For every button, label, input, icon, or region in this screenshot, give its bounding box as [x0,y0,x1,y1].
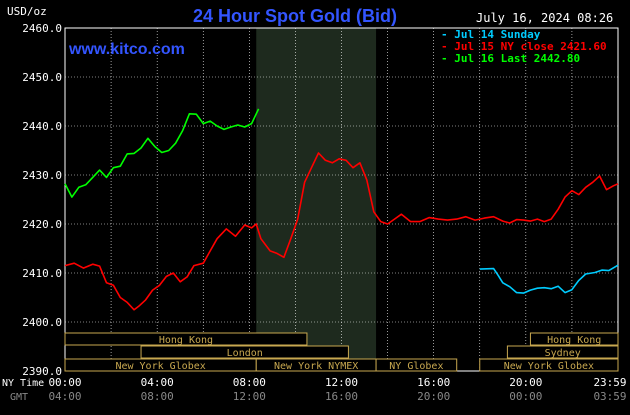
session-label: London [227,348,263,359]
session-label: Hong Kong [159,335,213,346]
y-tick-label: 2400.0 [22,316,62,329]
x-tick-label-gmt: 03:59 [593,390,626,403]
legend-jul16: - Jul 16 Last 2442.80 [441,52,580,65]
price-series [64,108,619,311]
series-line-1 [64,152,619,311]
y-tick-label: 2430.0 [22,169,62,182]
market-sessions: Hong Kong London New York Globex New York N… [64,332,619,372]
x-tick-label-gmt: 08:00 [141,390,174,403]
session-box [140,345,349,359]
session-label: NY Globex [389,361,443,372]
session-label: New York Globex [504,361,594,372]
y-tick-label: 2390.0 [22,365,62,378]
x-tick-label-gmt: 16:00 [325,390,358,403]
x-tick-label-ny: 20:00 [509,376,542,389]
x-tick-label-ny: 16:00 [417,376,450,389]
session-label: New York Globex [115,361,205,372]
y-tick-label: 2460.0 [22,22,62,35]
y-tick-label: 2410.0 [22,267,62,280]
timestamp: July 16, 2024 08:26 [476,11,613,25]
kitco-watermark: www.kitco.com [68,41,185,58]
x-tick-label-ny: 08:00 [233,376,266,389]
legend-jul14: - Jul 14 Sunday [441,28,541,41]
session-box [529,332,619,346]
series-line-2 [64,108,260,198]
legend-jul15: - Jul 15 NY close 2421.60 [441,40,607,53]
x-tick-labels: 00:0004:0004:0008:0008:0012:0012:0016:00… [48,376,626,403]
gmt-row-label: GMT [10,392,28,403]
legend: - Jul 14 Sunday - Jul 15 NY close 2421.6… [441,28,607,65]
y-tick-label: 2420.0 [22,218,62,231]
grid-lines [64,27,619,372]
session-box [479,358,619,372]
session-label: New York NYMEX [274,361,358,372]
x-tick-label-gmt: 12:00 [233,390,266,403]
x-tick-label-gmt: 20:00 [417,390,450,403]
y-tick-label: 2450.0 [22,71,62,84]
series-line-0 [479,264,619,294]
session-box [64,332,308,346]
x-tick-label-gmt: 04:00 [48,390,81,403]
y-axis-unit: USD/oz [7,5,47,18]
x-tick-label-ny: 00:00 [48,376,81,389]
session-label: Sydney [545,348,581,359]
chart-title: 24 Hour Spot Gold (Bid) [193,6,397,26]
x-tick-label-ny: 12:00 [325,376,358,389]
y-tick-label: 2440.0 [22,120,62,133]
x-tick-label-ny: 04:00 [141,376,174,389]
session-box [375,358,458,372]
overnight-shading [256,28,377,371]
ny-time-row-label: NY Time [2,378,44,389]
x-tick-label-ny: 23:59 [593,376,626,389]
y-tick-labels: 2460.0 2450.0 2440.0 2430.0 2420.0 2410.0 2400… [22,22,62,378]
x-tick-label-gmt: 00:00 [509,390,542,403]
session-box [506,345,619,359]
session-label: Hong Kong [547,335,601,346]
